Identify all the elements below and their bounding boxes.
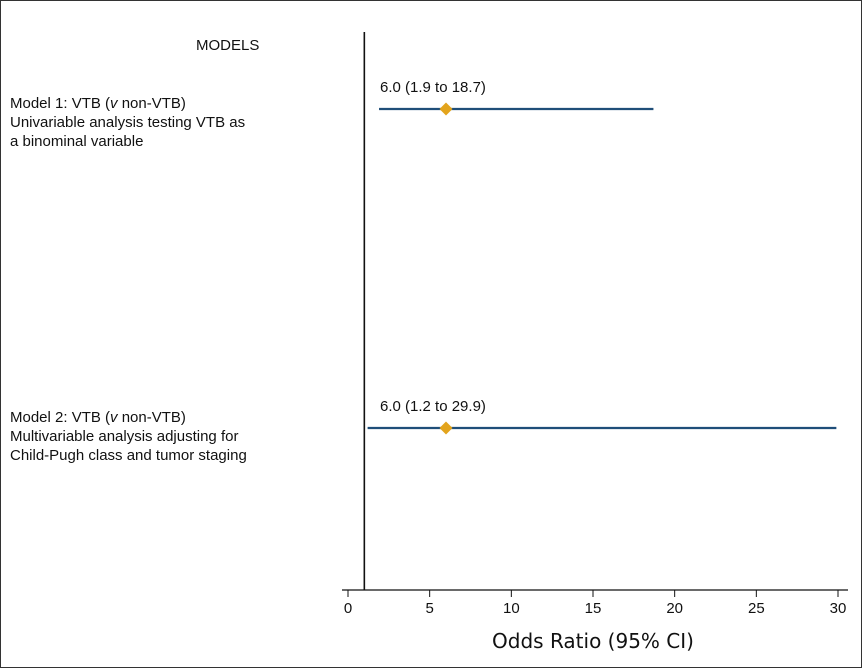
model-1-label-line-3: a binominal variable xyxy=(10,133,144,150)
x-tick-label-25: 25 xyxy=(748,600,765,617)
x-tick-label-0: 0 xyxy=(344,600,352,617)
x-axis: 0 5 10 15 20 25 30 xyxy=(342,589,848,617)
estimate-diamond-model-2 xyxy=(439,421,453,435)
x-tick-label-15: 15 xyxy=(585,600,602,617)
x-tick-label-10: 10 xyxy=(503,600,520,617)
estimate-label-model-2: 6.0 (1.2 to 29.9) xyxy=(380,398,486,415)
x-tick-label-5: 5 xyxy=(425,600,433,617)
models-column-header: MODELS xyxy=(196,37,260,54)
x-tick-label-30: 30 xyxy=(830,600,847,617)
x-axis-title: Odds Ratio (95% CI) xyxy=(492,629,694,653)
estimate-label-model-1: 6.0 (1.9 to 18.7) xyxy=(380,79,486,96)
model-2-label: Model 2: VTB (v non-VTB) Multivariable a… xyxy=(10,408,247,465)
model-2-label-line-3: Child-Pugh class and tumor staging xyxy=(10,447,247,464)
italic-v: v xyxy=(110,95,118,112)
italic-v: v xyxy=(110,409,118,426)
x-tick-label-20: 20 xyxy=(666,600,683,617)
model-1-label-line-2: Univariable analysis testing VTB as xyxy=(10,114,246,131)
model-1-label-line-1: Model 1: VTB (v non-VTB) xyxy=(10,95,186,112)
model-2-label-line-2: Multivariable analysis adjusting for xyxy=(10,428,239,445)
model-2-label-line-1: Model 2: VTB (v non-VTB) xyxy=(10,409,186,426)
estimate-rows: 6.0 (1.9 to 18.7) 6.0 (1.2 to 29.9) xyxy=(367,79,837,435)
estimate-diamond-model-1 xyxy=(439,102,453,116)
model-1-label: Model 1: VTB (v non-VTB) Univariable ana… xyxy=(10,94,245,151)
